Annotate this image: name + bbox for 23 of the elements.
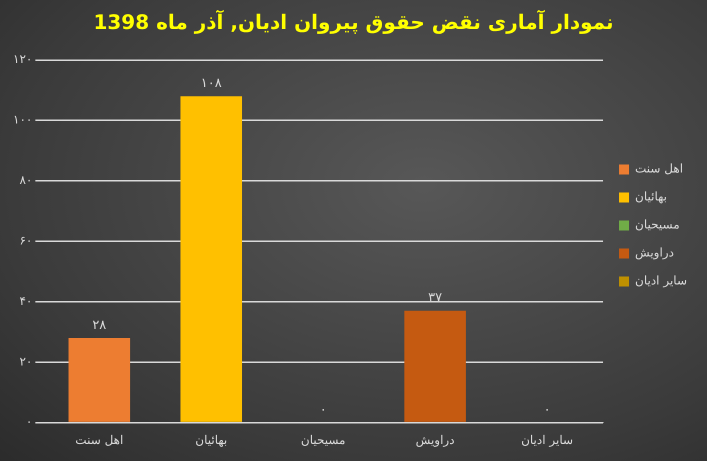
chart-title: نمودار آماری نقض حقوق پیروان ادیان, آذر ماه 1398: [93, 9, 614, 34]
legend-label: دراویش: [635, 246, 674, 260]
legend-label: بهائیان: [635, 190, 667, 204]
x-tick-label: دراویش: [416, 432, 455, 447]
data-label: ۲۸: [92, 318, 106, 333]
data-label: ۰: [320, 402, 327, 418]
y-tick-label: ۲۰: [19, 354, 32, 368]
data-label: ۳۷: [428, 290, 442, 306]
x-tick-label: مسیحیان: [300, 432, 346, 447]
y-tick-label: ۰: [26, 414, 32, 429]
y-tick-label: ۱۰۰: [12, 112, 32, 127]
x-tick-label: بهائیان: [195, 432, 228, 447]
x-tick-label: اهل سنت: [75, 432, 124, 447]
y-tick-label: ۱۲۰: [12, 52, 32, 66]
y-tick-label: ۴۰: [19, 294, 32, 308]
legend-label: سایر ادیان: [635, 274, 688, 288]
data-label: ۰: [544, 402, 551, 418]
x-tick-label: سایر ادیان: [521, 432, 574, 447]
legend-label: اهل سنت: [635, 162, 684, 176]
y-tick-label: ۶۰: [19, 233, 32, 248]
y-tick-label: ۸۰: [19, 172, 32, 187]
legend-label: مسیحیان: [635, 218, 680, 232]
data-label: ۱۰۸: [200, 76, 222, 92]
